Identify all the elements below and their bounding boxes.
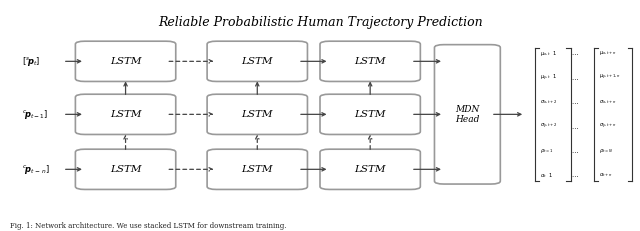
Text: ${}^c\!\boldsymbol{p}_{t-1}]$: ${}^c\!\boldsymbol{p}_{t-1}]$ [22, 108, 49, 121]
Text: LSTM: LSTM [241, 110, 273, 119]
Text: $\mu_{x,t}\ \ 1$: $\mu_{x,t}\ \ 1$ [540, 49, 557, 58]
Text: $[^s\!\boldsymbol{p}_t]$: $[^s\!\boldsymbol{p}_t]$ [22, 55, 40, 68]
Text: $\mu_{y,t+1,n}$: $\mu_{y,t+1,n}$ [599, 73, 621, 82]
Text: $\alpha_t\ \ 1$: $\alpha_t\ \ 1$ [540, 171, 553, 180]
Text: MDN
Head: MDN Head [455, 105, 479, 124]
FancyBboxPatch shape [320, 94, 420, 134]
FancyBboxPatch shape [320, 149, 420, 189]
Text: LSTM: LSTM [355, 110, 386, 119]
Text: $\alpha_{t+n}$: $\alpha_{t+n}$ [599, 171, 612, 179]
FancyBboxPatch shape [320, 41, 420, 82]
FancyBboxPatch shape [435, 45, 500, 184]
Text: LSTM: LSTM [241, 57, 273, 66]
FancyBboxPatch shape [76, 149, 176, 189]
Text: $\sigma_{x,t+2}$: $\sigma_{x,t+2}$ [540, 99, 557, 106]
Text: Fig. 1: Network architecture. We use stacked LSTM for downstream training.: Fig. 1: Network architecture. We use sta… [10, 222, 286, 230]
Text: LSTM: LSTM [355, 57, 386, 66]
Text: $\rho_{t=1}$: $\rho_{t=1}$ [540, 147, 553, 155]
FancyBboxPatch shape [207, 41, 307, 82]
Text: $\cdots$: $\cdots$ [571, 147, 579, 155]
FancyBboxPatch shape [76, 41, 176, 82]
Text: $\cdots$: $\cdots$ [571, 98, 579, 106]
Text: LSTM: LSTM [110, 165, 141, 174]
Text: ${}^c\!\boldsymbol{p}_{t\,-\,n}]$: ${}^c\!\boldsymbol{p}_{t\,-\,n}]$ [22, 163, 51, 176]
Text: $\cdots$: $\cdots$ [571, 49, 579, 58]
Text: LSTM: LSTM [241, 165, 273, 174]
Text: LSTM: LSTM [355, 165, 386, 174]
FancyBboxPatch shape [207, 149, 307, 189]
Text: Reliable Probabilistic Human Trajectory Prediction: Reliable Probabilistic Human Trajectory … [157, 16, 483, 29]
Text: $\cdots$: $\cdots$ [571, 74, 579, 82]
FancyBboxPatch shape [207, 94, 307, 134]
Text: $\sigma_{x,t+n}$: $\sigma_{x,t+n}$ [599, 99, 616, 106]
Text: $\cdots$: $\cdots$ [571, 171, 579, 179]
Text: $\sigma_{y,t+n}$: $\sigma_{y,t+n}$ [599, 122, 616, 131]
Text: $\rho_{t=N}$: $\rho_{t=N}$ [599, 147, 613, 155]
Text: $\mu_{x,t+n}$: $\mu_{x,t+n}$ [599, 50, 617, 57]
Text: $\sigma_{y,t+2}$: $\sigma_{y,t+2}$ [540, 122, 557, 131]
Text: LSTM: LSTM [110, 57, 141, 66]
Text: LSTM: LSTM [110, 110, 141, 119]
Text: $\cdots$: $\cdots$ [571, 122, 579, 131]
Text: $\mu_{y,t}\ \ 1$: $\mu_{y,t}\ \ 1$ [540, 73, 557, 83]
FancyBboxPatch shape [76, 94, 176, 134]
